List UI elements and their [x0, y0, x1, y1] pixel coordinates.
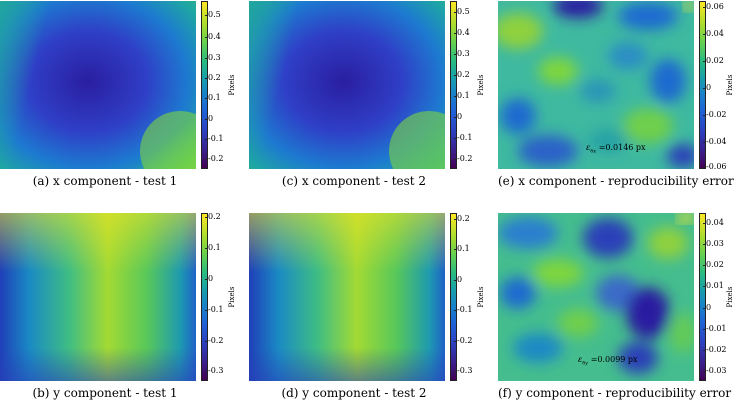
- subscript: δx: [590, 148, 597, 155]
- tick-label: -0.03: [703, 366, 727, 375]
- colorbar-unit-label: Pixels: [726, 286, 734, 308]
- tick-label: 0.1: [454, 244, 470, 253]
- tick-label: -0.1: [453, 133, 473, 142]
- panel-b: 0.2 0.1 0 -0.1 -0.2 -0.3 Pixels (b) y co…: [0, 213, 238, 408]
- heatmap-x-test2: [249, 1, 445, 169]
- colorbar: [201, 1, 208, 169]
- error-value: =0.0146 px: [598, 143, 646, 152]
- tick-label: 0.5: [454, 7, 470, 16]
- colorbar-ticks: 0.06 0.04 0.02 0 -0.02 -0.04 -0.06: [702, 1, 738, 171]
- heatmap-y-test2: [249, 213, 445, 381]
- colorbar-ticks: 0.5 0.4 0.3 0.2 0.1 0 -0.1 -0.2: [453, 1, 489, 169]
- epsilon-symbol: ε: [586, 143, 591, 152]
- tick-label: -0.2: [204, 336, 224, 345]
- colorbar: [699, 213, 706, 381]
- tick-label: 0: [204, 114, 214, 123]
- colorbar-unit-label: Pixels: [477, 286, 485, 308]
- panel-caption: (a) x component - test 1: [32, 174, 178, 188]
- tick-label: 0.2: [454, 214, 470, 223]
- tick-label: -0.3: [453, 366, 473, 375]
- colorbar-unit-label: Pixels: [228, 286, 236, 308]
- tick-label: 0.04: [703, 29, 724, 38]
- tick-label: 0.04: [703, 218, 724, 227]
- tick-label: -0.1: [453, 305, 473, 314]
- panel-caption: (d) y component - test 2: [281, 386, 427, 400]
- panel-f: εδy =0.0099 px 0.04 0.03 0.02 0.01 0 -0.…: [498, 213, 736, 408]
- tick-label: 0: [453, 112, 463, 121]
- tick-label: 0.1: [454, 91, 470, 100]
- colorbar-unit-label: Pixels: [726, 74, 734, 96]
- colorbar-unit-label: Pixels: [477, 74, 485, 96]
- tick-label: 0.2: [205, 212, 221, 221]
- panel-caption: (e) x component - reproducibility error: [498, 174, 734, 188]
- panel-c: 0.5 0.4 0.3 0.2 0.1 0 -0.1 -0.2 Pixels (…: [249, 1, 487, 196]
- tick-label: -0.2: [453, 154, 473, 163]
- error-value: =0.0099 px: [590, 355, 638, 364]
- tick-label: -0.2: [453, 336, 473, 345]
- colorbar: [450, 1, 457, 169]
- panel-caption: (b) y component - test 1: [32, 386, 178, 400]
- tick-label: 0.2: [205, 73, 221, 82]
- colorbar-ticks: 0.04 0.03 0.02 0.01 0 -0.01 -0.02 -0.03: [702, 213, 738, 381]
- colorbar-unit-label: Pixels: [228, 74, 236, 96]
- colorbar-ticks: 0.2 0.1 0 -0.1 -0.2 -0.3: [453, 213, 489, 381]
- tick-label: 0.06: [703, 2, 724, 11]
- heatmap-y-reproducibility-error: [498, 213, 694, 381]
- tick-label: -0.06: [703, 162, 727, 171]
- tick-label: -0.3: [204, 366, 224, 375]
- heatmap-y-test1: [0, 213, 196, 381]
- rms-error-annotation: εδx =0.0146 px: [586, 143, 646, 155]
- colorbar: [699, 1, 706, 169]
- epsilon-symbol: ε: [578, 355, 583, 364]
- colorbar-ticks: 0.5 0.4 0.3 0.2 0.1 0 -0.1 -0.2: [204, 1, 240, 169]
- panel-caption: (c) x component - test 2: [281, 174, 427, 188]
- tick-label: 0: [204, 274, 214, 283]
- tick-label: -0.02: [703, 110, 727, 119]
- tick-label: -0.04: [703, 137, 727, 146]
- tick-label: 0.01: [703, 281, 724, 290]
- tick-label: -0.02: [703, 345, 727, 354]
- colorbar-ticks: 0.2 0.1 0 -0.1 -0.2 -0.3: [204, 212, 240, 381]
- tick-label: -0.01: [703, 324, 727, 333]
- panel-d: 0.2 0.1 0 -0.1 -0.2 -0.3 Pixels (d) y co…: [249, 213, 487, 408]
- tick-label: 0: [702, 83, 712, 92]
- tick-label: 0: [702, 303, 712, 312]
- colorbar: [450, 213, 457, 381]
- tick-label: 0.2: [454, 70, 470, 79]
- heatmap-x-test1: [0, 1, 196, 169]
- tick-label: -0.2: [204, 154, 224, 163]
- tick-label: 0: [453, 275, 463, 284]
- tick-label: -0.1: [204, 134, 224, 143]
- colorbar: [201, 213, 208, 381]
- tick-label: 0.1: [205, 93, 221, 102]
- tick-label: 0.03: [703, 239, 724, 248]
- tick-label: 0.02: [703, 260, 724, 269]
- heatmap-x-reproducibility-error: [498, 1, 694, 169]
- tick-label: 0.4: [205, 32, 221, 41]
- tick-label: 0.4: [454, 28, 470, 37]
- rms-error-annotation: εδy =0.0099 px: [578, 355, 638, 367]
- tick-label: 0.3: [205, 53, 221, 62]
- tick-label: -0.1: [204, 305, 224, 314]
- tick-label: 0.5: [205, 10, 221, 19]
- tick-label: 0.3: [454, 49, 470, 58]
- tick-label: 0.02: [703, 56, 724, 65]
- panel-caption: (f) y component - reproducibility error: [498, 386, 732, 400]
- panel-e: εδx =0.0146 px 0.06 0.04 0.02 0 -0.02 -0…: [498, 1, 736, 196]
- panel-a: 0.5 0.4 0.3 0.2 0.1 0 -0.1 -0.2 Pixels (…: [0, 1, 238, 196]
- subscript: δy: [582, 360, 589, 367]
- tick-label: 0.1: [205, 243, 221, 252]
